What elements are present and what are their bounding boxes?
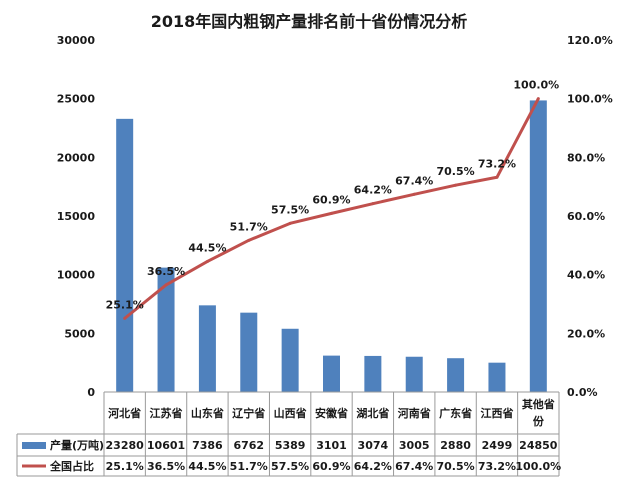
- category-label: 辽宁省: [232, 406, 265, 420]
- table-cell-value: 3005: [399, 439, 430, 452]
- category-label: 其他省: [522, 397, 555, 411]
- y-right-tick-label: 40.0%: [567, 269, 605, 282]
- table-cell-value: 24850: [519, 439, 558, 452]
- y-right-tick-label: 0.0%: [567, 386, 598, 399]
- y-right-tick-label: 60.0%: [567, 210, 605, 223]
- y-right-tick-label: 100.0%: [567, 93, 613, 106]
- category-label: 湖北省: [356, 406, 389, 420]
- line-point: [164, 283, 168, 287]
- bar: [116, 118, 134, 393]
- y-left-tick-label: 5000: [64, 327, 95, 340]
- line-path: [123, 97, 540, 320]
- category-label: 河北省: [108, 406, 141, 420]
- data-label: 25.1%: [106, 298, 144, 311]
- y-left-tick-label: 25000: [57, 93, 96, 106]
- line-point: [123, 316, 127, 320]
- table-cell-share: 44.5%: [188, 460, 226, 473]
- bar: [364, 355, 382, 392]
- data-table: 河北省 江苏省 山东省 辽宁省 山西省 安徽省 湖北省 河南省 广东省 江西省其他省份产量(万吨)…: [16, 391, 561, 477]
- category-label: 山西省: [274, 406, 307, 420]
- y-left-tick-label: 20000: [57, 151, 96, 164]
- bar: [488, 362, 506, 392]
- table-cell-share: 100.0%: [515, 460, 561, 473]
- data-label: 51.7%: [230, 220, 268, 233]
- table-cell-value: 6762: [233, 439, 264, 452]
- table-cell-share: 25.1%: [106, 460, 144, 473]
- table-cell-value: 3101: [316, 439, 347, 452]
- category-label: 山东省: [191, 406, 224, 420]
- line-point: [371, 202, 375, 206]
- line-point: [536, 97, 540, 101]
- line-point: [454, 183, 458, 187]
- chart-title: 2018年国内粗钢产量排名前十省份情况分析: [151, 12, 468, 31]
- table-cell-share: 70.5%: [437, 460, 475, 473]
- data-label: 57.5%: [271, 203, 309, 216]
- data-label: 70.5%: [437, 165, 475, 178]
- category-label: 广东省: [439, 406, 472, 420]
- data-label: 64.2%: [354, 184, 392, 197]
- legend-swatch-bar: [22, 442, 46, 449]
- line-point: [330, 211, 333, 215]
- data-label: 60.9%: [312, 193, 350, 206]
- bar: [323, 355, 340, 392]
- table-cell-value: 7386: [192, 439, 223, 452]
- y-left-tick-label: 15000: [57, 210, 96, 223]
- line-point: [205, 259, 209, 263]
- data-label: 100.0%: [513, 79, 559, 92]
- table-cell-value: 23280: [106, 439, 145, 452]
- table-cell-value: 2499: [482, 439, 513, 452]
- category-label: 份: [533, 414, 545, 428]
- category-label: 江苏省: [150, 406, 183, 420]
- table-cell-share: 51.7%: [230, 460, 268, 473]
- data-label: 36.5%: [147, 265, 185, 278]
- table-cell-share: 36.5%: [147, 460, 185, 473]
- data-label: 44.5%: [188, 241, 226, 254]
- bar: [529, 100, 547, 392]
- bar: [281, 328, 299, 392]
- bar: [157, 267, 175, 392]
- y-right-tick-label: 120.0%: [567, 34, 613, 47]
- y-left-tick-label: 0: [87, 386, 95, 399]
- bar: [447, 358, 465, 392]
- table-cell-share: 57.5%: [271, 460, 309, 473]
- legend-label: 全国占比: [49, 459, 94, 473]
- table-cell-value: 3074: [358, 439, 389, 452]
- data-label: 73.2%: [478, 157, 516, 170]
- table-cell-value: 2880: [440, 439, 471, 452]
- line-series: 25.1% 36.5%44.5% 51.7%57.5%60.9% 64.2%67.4%…: [106, 79, 559, 320]
- category-label: 安徽省: [315, 406, 348, 420]
- bar: [405, 356, 423, 392]
- line-point: [412, 192, 416, 196]
- table-cell-value: 5389: [275, 439, 306, 452]
- table-cell-share: 60.9%: [312, 460, 350, 473]
- y-right-tick-label: 20.0%: [567, 327, 605, 340]
- y-left-tick-label: 30000: [57, 34, 96, 47]
- line-point: [247, 238, 251, 242]
- table-cell-share: 73.2%: [478, 460, 516, 473]
- axes: 0 5000 10000 15000 20000 25000 30000 0.0% 20.0% 4…: [57, 34, 613, 399]
- legend-label: 产量(万吨): [50, 438, 104, 452]
- bar-series: [116, 100, 547, 393]
- bar: [240, 312, 258, 392]
- bar: [198, 305, 216, 392]
- y-right-tick-label: 80.0%: [567, 151, 605, 164]
- table-cell-share: 64.2%: [354, 460, 392, 473]
- line-point: [288, 221, 292, 225]
- data-label: 67.4%: [395, 174, 433, 187]
- category-label: 河南省: [398, 406, 431, 420]
- y-left-tick-label: 10000: [57, 269, 96, 282]
- category-label: 江西省: [480, 406, 513, 420]
- table-cell-share: 67.4%: [395, 460, 433, 473]
- line-point: [495, 175, 499, 179]
- table-cell-value: 10601: [147, 439, 185, 452]
